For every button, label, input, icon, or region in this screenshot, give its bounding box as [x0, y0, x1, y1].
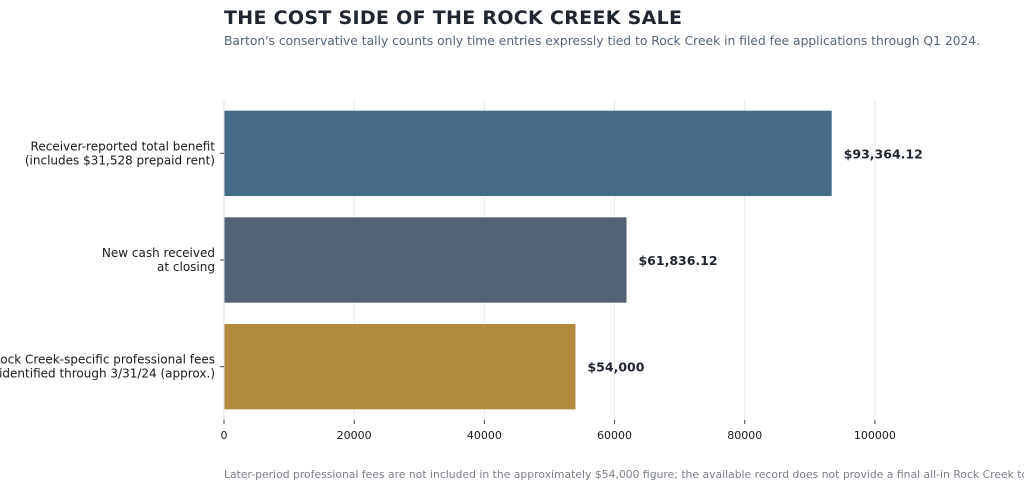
category-label-line: New cash received: [102, 246, 215, 260]
chart-footnote: Later-period professional fees are not i…: [224, 468, 1024, 481]
x-tick-label: 60000: [597, 429, 632, 442]
x-tick-label: 100000: [854, 429, 896, 442]
bar-value-label: $93,364.12: [844, 146, 923, 161]
bar-value-label: $61,836.12: [638, 253, 717, 268]
bar: [224, 324, 576, 410]
x-tick-label: 80000: [727, 429, 762, 442]
bar: [224, 110, 832, 196]
axes: 0 20000 40000 60000 80000 100000: [220, 100, 896, 442]
category-label: Rock Creek-specific professional fees ide…: [0, 353, 215, 381]
labels: $93,364.12 Receiver-reported total benefi…: [0, 139, 923, 380]
x-tick-label: 0: [221, 429, 228, 442]
category-label: New cash received at closing: [102, 246, 215, 274]
category-label-line: identified through 3/31/24 (approx.): [0, 367, 215, 381]
category-label-line: (includes $31,528 prepaid rent): [25, 153, 215, 167]
category-label-line: Receiver-reported total benefit: [31, 139, 216, 153]
category-label-line: at closing: [157, 260, 215, 274]
category-label-line: Rock Creek-specific professional fees: [0, 353, 215, 367]
bar-value-label: $54,000: [587, 360, 644, 375]
chart-subtitle: Barton's conservative tally counts only …: [224, 34, 981, 48]
category-label: Receiver-reported total benefit (includes…: [25, 139, 215, 167]
x-tick-label: 20000: [337, 429, 372, 442]
bar: [224, 217, 627, 303]
bars: [224, 110, 832, 410]
chart-title: THE COST SIDE OF THE ROCK CREEK SALE: [224, 7, 683, 29]
bar-chart: 0 20000 40000 60000 80000 100000 $93,364.12 Re…: [0, 100, 923, 442]
x-tick-label: 40000: [467, 429, 502, 442]
